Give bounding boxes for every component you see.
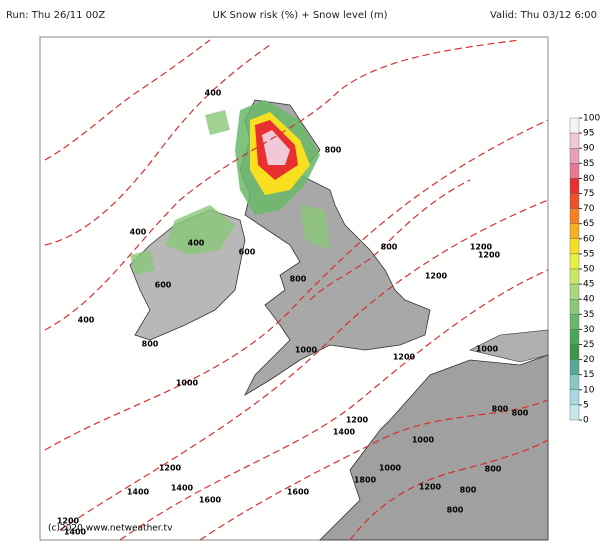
contour-label: 400	[205, 89, 222, 98]
map-area	[39, 36, 549, 541]
contour-line	[44, 39, 211, 161]
colorbar-swatch	[569, 329, 580, 345]
valid-label: Valid: Thu 03/12 6:00	[490, 10, 597, 21]
colorbar-label: 0	[583, 416, 589, 426]
contour-label: 1200	[478, 251, 501, 260]
contour-label: 1600	[199, 496, 222, 505]
contour-label: 800	[485, 465, 502, 474]
contour-label: 1400	[64, 528, 87, 537]
colorbar-label: 40	[583, 295, 595, 305]
contour-label: 800	[381, 243, 398, 252]
run-label: Run: Thu 26/11 00Z	[6, 10, 105, 21]
colorbar-label: 10	[583, 385, 595, 395]
colorbar-swatch	[569, 163, 580, 179]
contour-label: 1200	[159, 464, 182, 473]
contour-label: 600	[239, 248, 256, 257]
contour-label: 1000	[379, 464, 402, 473]
contour-label: 800	[460, 486, 477, 495]
colorbar-label: 60	[583, 234, 595, 244]
colorbar-swatch	[569, 283, 580, 300]
contour-label: 1000	[412, 436, 435, 445]
contour-label: 1000	[176, 379, 199, 388]
contour-label: 1200	[425, 272, 448, 281]
contour-label: 1600	[287, 488, 310, 497]
contour-label: 1000	[295, 346, 318, 355]
contour-line	[119, 269, 549, 541]
contour-line	[44, 119, 549, 451]
contour-label: 400	[130, 228, 147, 237]
contour-label: 800	[512, 409, 529, 418]
contour-label: 1200	[419, 483, 442, 492]
contour-label: 800	[447, 506, 464, 515]
colorbar-label: 70	[583, 204, 595, 214]
contour-label: 1400	[127, 488, 150, 497]
colorbar-swatch	[569, 344, 580, 360]
colorbar-swatch	[569, 208, 580, 224]
colorbar-label: 75	[583, 189, 594, 199]
colorbar-swatch	[569, 117, 580, 134]
colorbar-label: 95	[583, 129, 594, 139]
colorbar-label: 65	[583, 219, 594, 229]
contour-label: 400	[188, 239, 205, 248]
contour-label: 1200	[470, 243, 493, 252]
colorbar-swatch	[569, 268, 580, 285]
colorbar-swatch	[569, 132, 580, 149]
colorbar-label: 80	[583, 174, 595, 184]
colorbar-label: 35	[583, 310, 594, 320]
colorbar-swatch	[569, 359, 580, 375]
contour-label: 800	[325, 146, 342, 155]
low-countries	[469, 329, 549, 363]
contour-label: 1400	[333, 428, 356, 437]
contour-label: 1400	[171, 484, 194, 493]
contour-label: 1200	[346, 416, 369, 425]
contour-line	[349, 439, 549, 541]
colorbar-swatch	[569, 178, 580, 194]
colorbar-swatch	[569, 193, 580, 209]
colorbar-label: 15	[583, 370, 594, 380]
colorbar-swatch	[569, 314, 580, 330]
snow-risk-west	[130, 110, 330, 275]
contour-label: 800	[492, 405, 509, 414]
colorbar-label: 50	[583, 265, 595, 275]
colorbar-swatch	[569, 238, 580, 255]
colorbar-label: 100	[583, 114, 600, 124]
map-title: UK Snow risk (%) + Snow level (m)	[213, 10, 388, 21]
colorbar-swatch	[569, 299, 580, 315]
contour-label: 1000	[476, 345, 499, 354]
colorbar-swatch	[569, 389, 580, 406]
contour-label: 1800	[354, 476, 377, 485]
colorbar-label: 45	[583, 280, 594, 290]
colorbar-swatch	[569, 253, 580, 270]
contour-label: 1200	[393, 353, 416, 362]
contour-label: 800	[290, 275, 307, 284]
colorbar-swatch	[569, 147, 580, 164]
contour-line	[59, 199, 549, 531]
credit: (c)2020 www.netweather.tv	[48, 524, 173, 534]
contour-label: 400	[78, 316, 95, 325]
contour-line	[309, 179, 471, 301]
contour-line	[44, 44, 271, 246]
colorbar-label: 20	[583, 355, 595, 365]
france	[319, 354, 549, 541]
snow-risk-peak	[262, 130, 290, 165]
colorbar-label: 5	[583, 400, 589, 410]
contour-label: 800	[142, 340, 159, 349]
colorbar-label: 55	[583, 249, 594, 259]
colorbar-label: 30	[583, 325, 595, 335]
colorbar-label: 25	[583, 340, 594, 350]
contour-label: 600	[155, 281, 172, 290]
colorbar-swatch	[569, 404, 580, 421]
colorbar-label: 90	[583, 144, 595, 154]
contour-label: 1200	[57, 517, 80, 526]
colorbar-swatch	[569, 223, 580, 239]
colorbar-label: 85	[583, 159, 594, 169]
colorbar-swatch	[569, 374, 580, 391]
contour-line	[44, 39, 521, 331]
